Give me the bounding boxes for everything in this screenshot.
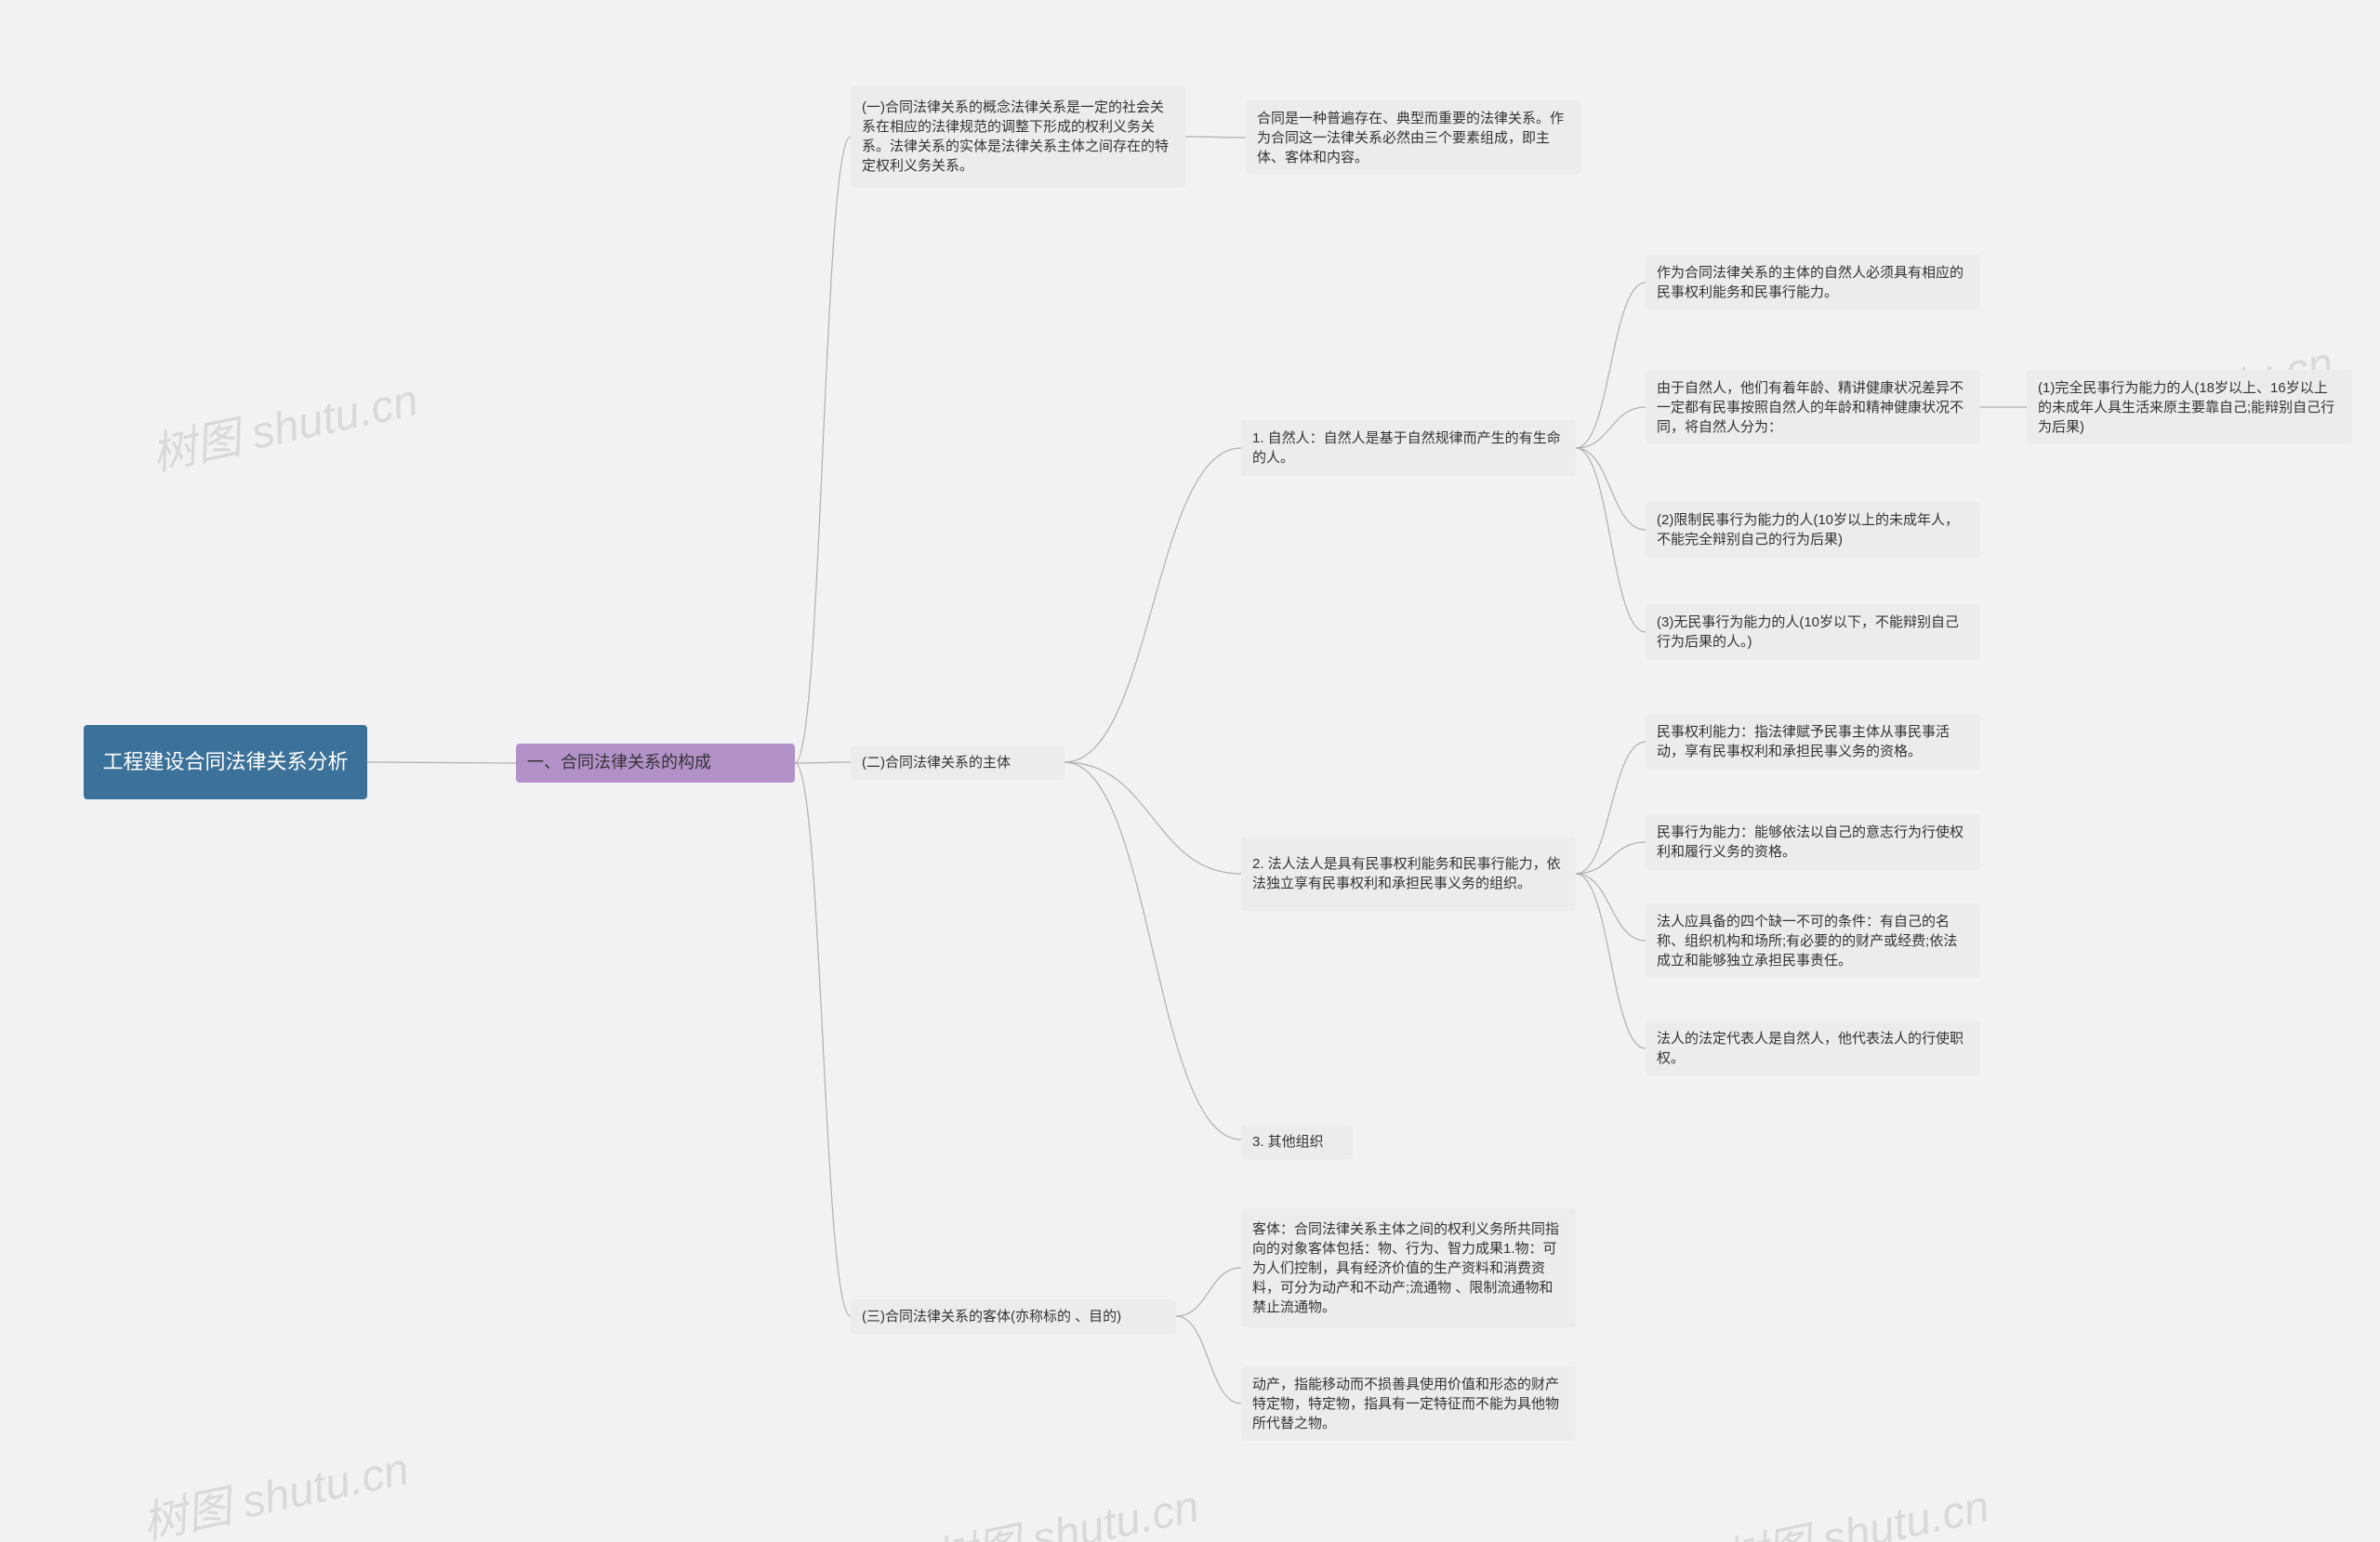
node-s3b[interactable]: 动产，指能移动而不损善具使用价值和形态的财产特定物，特定物，指具有一定特征而不能…: [1241, 1366, 1576, 1441]
node-s2[interactable]: (二)合同法律关系的主体: [851, 745, 1064, 780]
edge-s1-s1a: [1185, 137, 1246, 138]
watermark: 树图 shutu.cn: [145, 363, 423, 483]
edge-s2_2-s2_2d: [1576, 874, 1646, 1048]
edge-s3-s3b: [1176, 1316, 1241, 1404]
edge-s2-s2_2: [1064, 762, 1241, 874]
edge-s2-s2_1: [1064, 448, 1241, 762]
edge-s2_2-s2_2a: [1576, 742, 1646, 874]
edge-s3-s3a: [1176, 1268, 1241, 1316]
node-root[interactable]: 工程建设合同法律关系分析: [84, 725, 367, 799]
node-s2_1b[interactable]: 由于自然人，他们有着年龄、精讲健康状况差异不一定都有民事按照自然人的年龄和精神健…: [1646, 370, 1980, 444]
mindmap-canvas: 树图 shutu.cn 树图 shutu.cn 树图 shutu.cn 树图 shut…: [0, 0, 2380, 1542]
edge-s2-s2_3: [1064, 762, 1241, 1140]
node-s2_1b1[interactable]: (1)完全民事行为能力的人(18岁以上、16岁以上的未成年人具生活来原主要靠自己…: [2027, 370, 2352, 444]
watermark: 树图 shutu.cn: [926, 1470, 1204, 1542]
node-s2_2a[interactable]: 民事权利能力：指法律赋予民事主体从事民事活动，享有民事权利和承担民事义务的资格。: [1646, 714, 1980, 770]
edge-s2_1-s2_1c: [1576, 448, 1646, 530]
edge-level1-s1: [795, 137, 851, 763]
node-s1[interactable]: (一)合同法律关系的概念法律关系是一定的社会关系在相应的法律规范的调整下形成的权…: [851, 86, 1185, 188]
edge-s2_1-s2_1d: [1576, 448, 1646, 632]
node-s2_2b[interactable]: 民事行为能力：能够依法以自己的意志行为行使权利和履行义务的资格。: [1646, 814, 1980, 870]
node-s3[interactable]: (三)合同法律关系的客体(亦称标的 、目的): [851, 1299, 1176, 1334]
edge-s2_1-s2_1b: [1576, 407, 1646, 448]
edge-s2_2-s2_2b: [1576, 842, 1646, 874]
node-s2_1[interactable]: 1. 自然人：自然人是基于自然规律而产生的有生命的人。: [1241, 420, 1576, 476]
node-s2_3[interactable]: 3. 其他组织: [1241, 1125, 1353, 1159]
node-s3a[interactable]: 客体：合同法律关系主体之间的权利义务所共同指向的对象客体包括：物、行为、智力成果…: [1241, 1208, 1576, 1327]
edge-s2_1-s2_1a: [1576, 283, 1646, 448]
edge-level1-s2: [795, 762, 851, 763]
node-s2_2c[interactable]: 法人应具备的四个缺一不可的条件：有自己的名称、组织机构和场所;有必要的的财产或经…: [1646, 903, 1980, 978]
node-s2_2[interactable]: 2. 法人法人是具有民事权利能务和民事行能力，依法独立享有民事权利和承担民事义务…: [1241, 837, 1576, 911]
node-level1[interactable]: 一、合同法律关系的构成: [516, 744, 795, 783]
node-s2_1a[interactable]: 作为合同法律关系的主体的自然人必须具有相应的民事权利能务和民事行能力。: [1646, 255, 1980, 310]
edge-level1-s3: [795, 763, 851, 1316]
node-s2_2d[interactable]: 法人的法定代表人是自然人，他代表法人的行使职权。: [1646, 1021, 1980, 1076]
edge-root-level1: [367, 762, 516, 763]
node-s2_1c[interactable]: (2)限制民事行为能力的人(10岁以上的未成年人，不能完全辩别自己的行为后果): [1646, 502, 1980, 558]
node-s1a[interactable]: 合同是一种普遍存在、典型而重要的法律关系。作为合同这一法律关系必然由三个要素组成…: [1246, 100, 1580, 175]
watermark: 树图 shutu.cn: [136, 1432, 414, 1542]
node-s2_1d[interactable]: (3)无民事行为能力的人(10岁以下，不能辩别自己行为后果的人。): [1646, 604, 1980, 660]
edge-s2_2-s2_2c: [1576, 874, 1646, 941]
watermark: 树图 shutu.cn: [1716, 1470, 1994, 1542]
